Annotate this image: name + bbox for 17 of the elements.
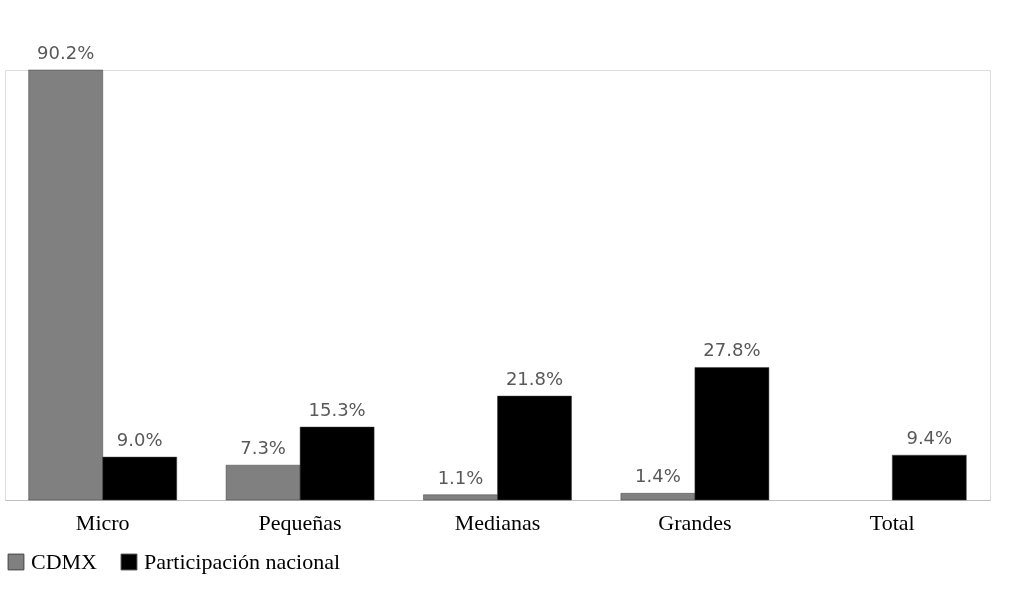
data-label: 15.3% [308, 399, 366, 421]
bar [892, 454, 967, 501]
data-label: 21.8% [505, 368, 564, 390]
data-label: 27.8% [703, 339, 761, 361]
data-label: 1.4% [635, 465, 681, 487]
data-label: 9.0% [116, 429, 163, 451]
x-tick-label: Pequeñas [258, 509, 342, 535]
x-tick-label: Grandes [658, 509, 732, 535]
x-tick-label: Micro [75, 509, 130, 535]
x-tick-label: Total [869, 509, 915, 535]
data-label: 1.1% [437, 466, 484, 488]
legend-label: CDMX [31, 549, 98, 574]
data-label: 90.2% [37, 42, 95, 63]
x-tick-label: Medianas [454, 509, 541, 535]
data-label: 7.3% [240, 437, 286, 459]
legend-label: Participación nacional [144, 549, 341, 574]
data-label: 9.4% [906, 427, 953, 449]
